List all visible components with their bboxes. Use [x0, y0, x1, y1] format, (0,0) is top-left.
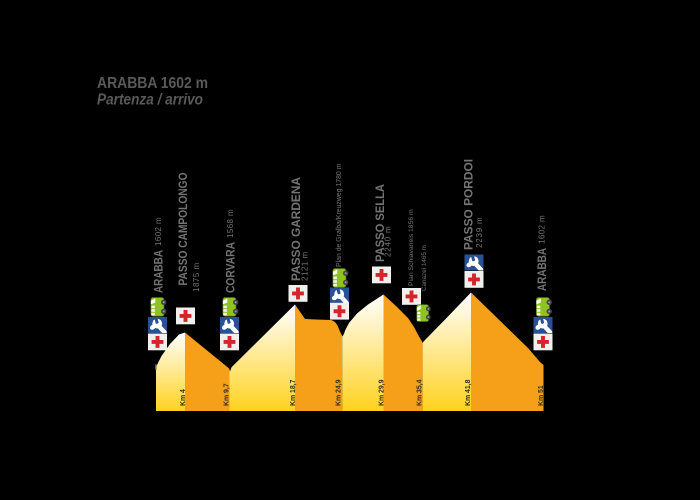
svg-text:Km 29,9: Km 29,9 — [379, 379, 386, 406]
svg-text:1875 m: 1875 m — [192, 262, 201, 292]
svg-text:2240 m: 2240 m — [384, 226, 393, 257]
svg-text:Km 51: Km 51 — [538, 385, 545, 406]
svg-text:Canazei 1465 m: Canazei 1465 m — [421, 245, 428, 291]
svg-text:1602 m: 1602 m — [538, 215, 547, 244]
svg-text:ARABBA: ARABBA — [535, 248, 549, 291]
svg-text:1602 m: 1602 m — [154, 217, 163, 246]
svg-text:PASSO CAMPOLONGO: PASSO CAMPOLONGO — [176, 173, 190, 286]
svg-text:ARABBA: ARABBA — [152, 250, 166, 293]
svg-text:1568 m: 1568 m — [226, 209, 235, 238]
svg-text:PASSO GARDENA: PASSO GARDENA — [289, 177, 303, 281]
svg-text:CORVARA: CORVARA — [224, 242, 238, 293]
svg-text:Km 35,4: Km 35,4 — [417, 379, 424, 406]
svg-text:PASSO PORDOI: PASSO PORDOI — [462, 159, 476, 250]
svg-text:PASSO SELLA: PASSO SELLA — [373, 184, 387, 262]
svg-text:2239 m: 2239 m — [475, 217, 484, 248]
svg-text:ARABBA 1602 m: ARABBA 1602 m — [97, 75, 208, 92]
svg-text:Plan de Gralba/Kreuzweg 1780 m: Plan de Gralba/Kreuzweg 1780 m — [336, 163, 343, 267]
svg-text:Km 18,7: Km 18,7 — [290, 379, 297, 406]
svg-text:Km 9,7: Km 9,7 — [224, 383, 231, 406]
svg-text:Partenza / arrivo: Partenza / arrivo — [97, 92, 203, 109]
svg-text:Pian Schiavaneis 1856 m: Pian Schiavaneis 1856 m — [408, 209, 415, 286]
svg-text:Km 41,8: Km 41,8 — [465, 379, 472, 406]
svg-text:Km 4: Km 4 — [180, 389, 187, 406]
svg-text:Km 24,9: Km 24,9 — [336, 379, 343, 406]
svg-text:2121 m: 2121 m — [301, 251, 310, 281]
